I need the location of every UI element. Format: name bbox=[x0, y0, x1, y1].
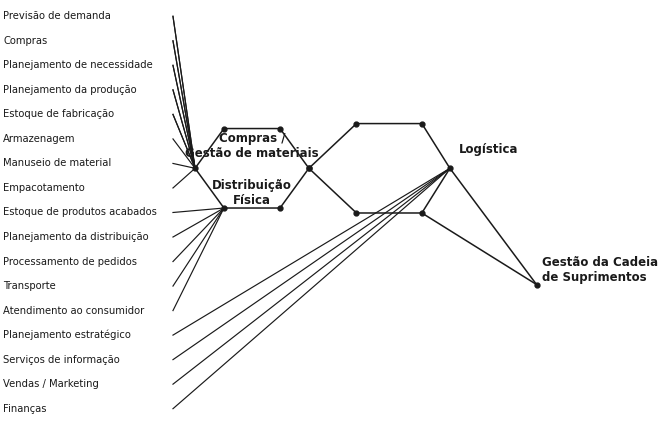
Text: Estoque de produtos acabados: Estoque de produtos acabados bbox=[3, 208, 157, 217]
Text: Gestão da Cadeia
de Suprimentos: Gestão da Cadeia de Suprimentos bbox=[541, 255, 658, 283]
Text: Estoque de fabricação: Estoque de fabricação bbox=[3, 110, 114, 119]
Text: Planejamento da distribuição: Planejamento da distribuição bbox=[3, 232, 149, 242]
Text: Serviços de informação: Serviços de informação bbox=[3, 354, 120, 365]
Text: Distribuição
Física: Distribuição Física bbox=[212, 179, 292, 207]
Text: Empacotamento: Empacotamento bbox=[3, 183, 85, 193]
Text: Compras: Compras bbox=[3, 36, 48, 46]
Text: Previsão de demanda: Previsão de demanda bbox=[3, 11, 111, 21]
Text: Planejamento estratégico: Planejamento estratégico bbox=[3, 330, 131, 341]
Text: Finanças: Finanças bbox=[3, 404, 46, 414]
Text: Vendas / Marketing: Vendas / Marketing bbox=[3, 379, 99, 389]
Text: Armazenagem: Armazenagem bbox=[3, 134, 75, 144]
Text: Logística: Logística bbox=[458, 143, 518, 157]
Text: Planejamento da produção: Planejamento da produção bbox=[3, 85, 137, 95]
Text: Planejamento de necessidade: Planejamento de necessidade bbox=[3, 60, 153, 70]
Text: Compras /
Gestão de materiais: Compras / Gestão de materiais bbox=[185, 132, 319, 160]
Text: Processamento de pedidos: Processamento de pedidos bbox=[3, 256, 137, 266]
Text: Manuseio de material: Manuseio de material bbox=[3, 159, 111, 168]
Text: Atendimento ao consumidor: Atendimento ao consumidor bbox=[3, 305, 144, 316]
Text: Transporte: Transporte bbox=[3, 281, 56, 291]
